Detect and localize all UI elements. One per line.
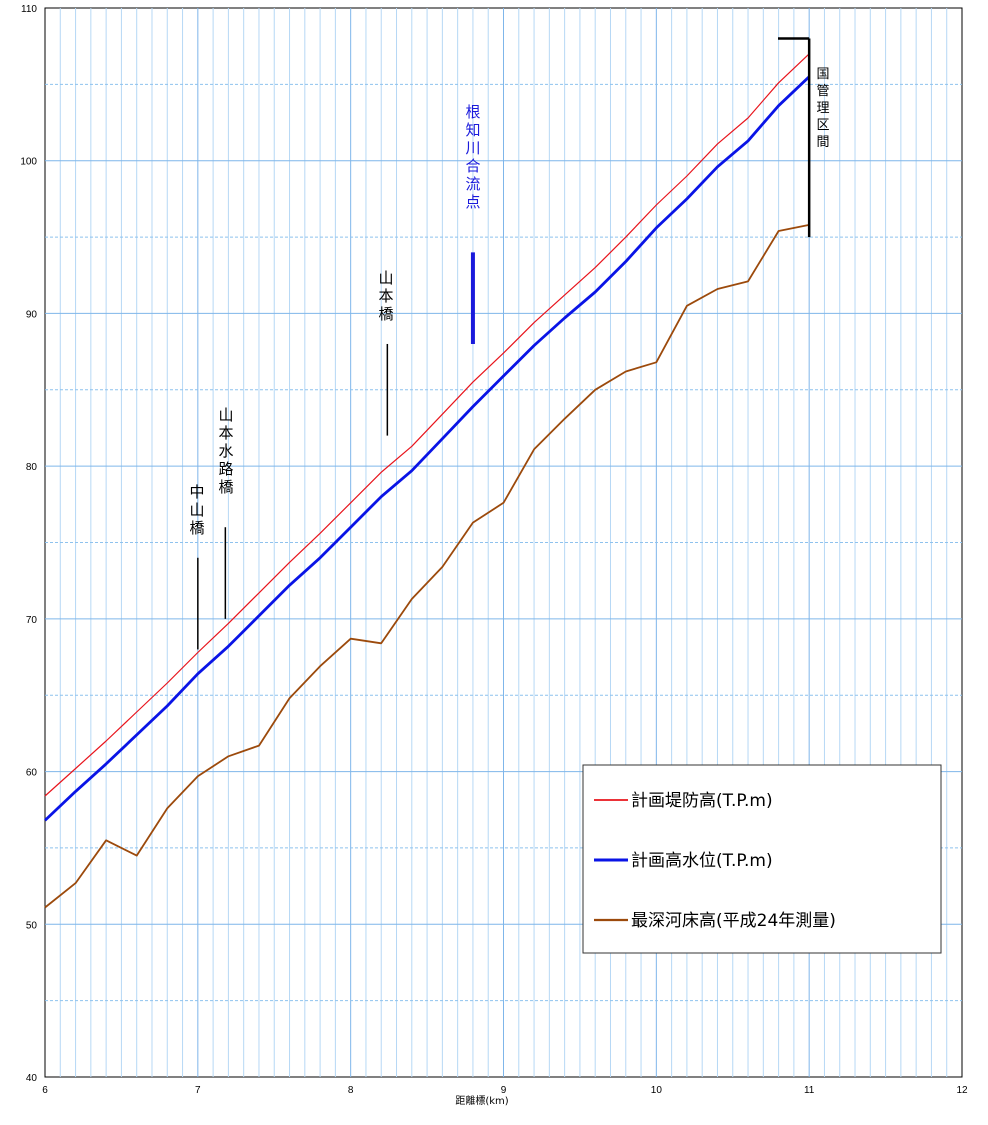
x-tick-label: 9 bbox=[501, 1085, 507, 1096]
series-line-2 bbox=[44, 75, 811, 822]
y-tick-label: 110 bbox=[21, 4, 37, 15]
x-tick-label: 12 bbox=[956, 1085, 968, 1096]
y-tick-label: 60 bbox=[26, 768, 38, 779]
series-line-3 bbox=[44, 224, 810, 909]
annotation-label: 国管理区間 bbox=[816, 67, 829, 150]
y-tick-label: 50 bbox=[26, 920, 38, 931]
annotation-label: 中山橋 bbox=[189, 483, 204, 537]
legend: 計画堤防高(T.P.m) 計画高水位(T.P.m) 最深河床高(平成24年測量) bbox=[582, 764, 942, 954]
y-tick-label: 40 bbox=[26, 1073, 38, 1084]
legend-label: 計画堤防高(T.P.m) bbox=[631, 791, 773, 811]
x-tick-label: 10 bbox=[651, 1085, 663, 1096]
axes: 6 7 8 9 10 11 12 40 50 60 70 80 90 100 110 bbox=[20, 4, 968, 1096]
y-tick-label: 70 bbox=[26, 615, 38, 626]
legend-label: 計画高水位(T.P.m) bbox=[631, 851, 773, 871]
annotation-label: 根知川合流点 bbox=[465, 103, 480, 211]
x-tick-label: 11 bbox=[804, 1085, 815, 1096]
series-group bbox=[44, 53, 811, 909]
annotation-label: 山本橋 bbox=[378, 269, 393, 323]
series-line-1 bbox=[44, 53, 810, 797]
y-tick-label: 90 bbox=[26, 309, 38, 320]
legend-label: 最深河床高(平成24年測量) bbox=[631, 911, 836, 931]
y-tick-label: 80 bbox=[26, 462, 38, 473]
y-tick-label: 100 bbox=[20, 157, 37, 168]
x-tick-label: 7 bbox=[195, 1085, 201, 1096]
x-axis-label: 距離標(km) bbox=[455, 1094, 508, 1107]
x-tick-label: 8 bbox=[348, 1085, 354, 1096]
legend-box bbox=[582, 764, 942, 954]
x-tick-label: 6 bbox=[42, 1085, 48, 1096]
annotation-label: 山本水路橋 bbox=[218, 406, 233, 496]
